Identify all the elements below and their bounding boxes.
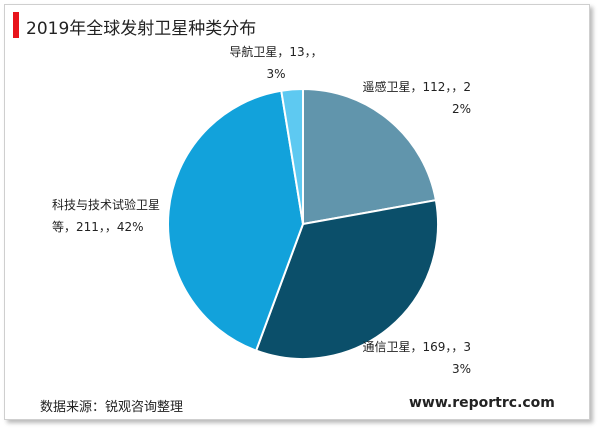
pie-slice	[167, 89, 305, 352]
data-label: 导航卫星，13，，3%	[229, 45, 323, 81]
pie-slice	[280, 87, 304, 225]
website: www.reportrc.com	[409, 395, 555, 411]
data-label: 遥感卫星，112，，22%	[362, 80, 471, 116]
chart-title: 2019年全球发射卫星种类分布	[26, 19, 257, 39]
data-label: 通信卫星，169，，33%	[362, 340, 471, 376]
title-accent	[13, 12, 19, 38]
pie-slice	[302, 87, 438, 226]
data-label: 科技与技术试验卫星等，211，，42%	[52, 198, 161, 234]
pie-slice	[254, 199, 439, 360]
source: 数据来源：锐观咨询整理	[40, 400, 184, 415]
